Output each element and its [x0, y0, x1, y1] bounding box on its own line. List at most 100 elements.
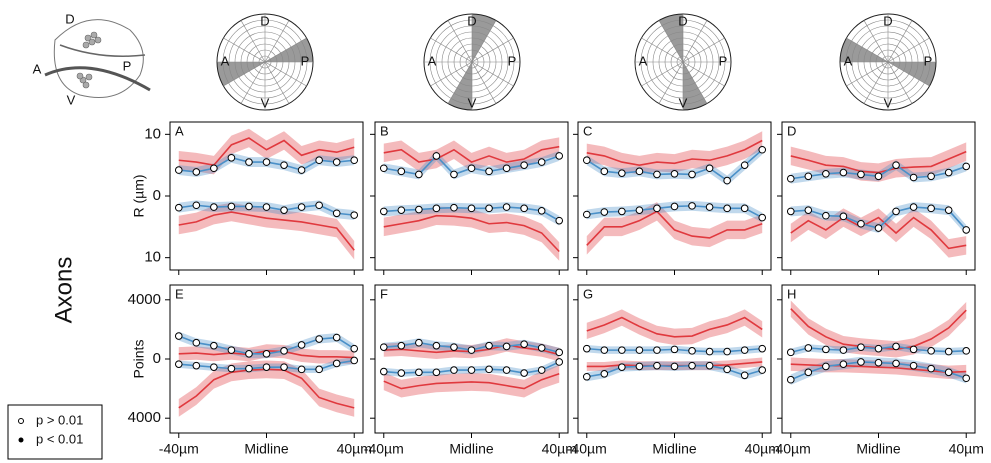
data-point	[892, 207, 900, 216]
data-point	[740, 204, 749, 213]
data-point	[192, 338, 201, 347]
error-band	[790, 202, 967, 235]
error-band	[586, 202, 763, 255]
data-point	[174, 203, 183, 212]
data-point	[297, 341, 306, 349]
shaded-sector	[683, 62, 707, 110]
data-point	[432, 368, 441, 377]
polar-label: V	[261, 95, 270, 110]
data-point	[857, 343, 865, 351]
data-point	[174, 332, 183, 340]
data-point	[379, 207, 388, 216]
data-point	[280, 206, 288, 214]
data-point	[618, 363, 626, 371]
data-point	[537, 366, 546, 374]
error-band	[790, 356, 967, 385]
data-point	[450, 203, 458, 212]
data-point	[857, 170, 865, 179]
panel-frame	[169, 284, 364, 434]
panel-label: A	[175, 123, 184, 138]
inset-label: P	[123, 58, 132, 73]
panel-frame	[781, 284, 976, 434]
data-point	[245, 364, 253, 373]
data-point	[280, 161, 288, 169]
data-point	[450, 343, 458, 351]
data-point	[210, 164, 218, 173]
data-point	[297, 365, 306, 374]
panel-label: C	[583, 123, 592, 138]
row-label: Axons	[50, 257, 77, 324]
data-point	[635, 206, 644, 214]
data-point	[653, 361, 661, 370]
data-point	[892, 342, 900, 351]
data-point	[192, 168, 201, 176]
data-point	[857, 358, 865, 366]
panel-label: D	[787, 123, 796, 138]
series-line	[178, 137, 355, 167]
data-point	[397, 167, 406, 176]
data-point	[688, 170, 696, 179]
data-point	[909, 361, 918, 370]
data-point	[582, 210, 591, 219]
error-band	[586, 200, 763, 223]
polar-label: P	[508, 53, 517, 68]
data-point	[909, 173, 918, 182]
data-point	[927, 204, 935, 213]
data-point	[600, 346, 609, 354]
data-point	[350, 156, 359, 165]
data-point	[467, 346, 476, 354]
data-point	[520, 369, 528, 377]
data-point	[758, 145, 767, 154]
data-point	[653, 204, 661, 213]
data-point	[379, 164, 388, 173]
data-point	[635, 167, 644, 176]
polar-label: D	[883, 13, 892, 28]
panel-frame	[374, 121, 569, 271]
panel-frame	[781, 121, 976, 271]
x-tick-label: Midline	[856, 441, 901, 457]
inset-cells	[76, 31, 102, 89]
data-point	[262, 203, 271, 211]
data-point	[192, 201, 201, 210]
data-point	[944, 347, 953, 356]
data-point	[332, 359, 341, 368]
data-point	[297, 166, 306, 174]
x-tick-label: -40µm	[567, 441, 607, 457]
data-point	[537, 207, 546, 215]
data-point	[262, 350, 271, 358]
data-point	[415, 368, 423, 377]
data-point	[944, 368, 953, 377]
data-point	[839, 360, 848, 368]
data-point	[485, 167, 493, 176]
data-point	[379, 367, 388, 376]
data-point	[705, 164, 714, 173]
panel-label: F	[380, 286, 388, 301]
data-point	[262, 158, 271, 166]
shaded-sector	[472, 14, 496, 62]
shaded-sector	[448, 62, 472, 110]
data-point	[350, 344, 359, 353]
data-point	[927, 172, 935, 181]
data-point	[723, 176, 731, 185]
data-point	[944, 168, 953, 177]
data-point	[555, 358, 564, 366]
data-point	[804, 368, 813, 377]
inset-tract	[44, 66, 151, 92]
y-tick-label: 0	[153, 350, 161, 367]
data-point	[653, 346, 661, 354]
data-point	[485, 365, 493, 374]
error-band	[586, 309, 763, 345]
panel-frame	[577, 284, 772, 434]
data-point	[280, 363, 288, 371]
data-point	[227, 202, 236, 211]
data-point	[415, 338, 423, 347]
data-point	[210, 203, 218, 211]
data-point	[520, 340, 528, 349]
panel-label: G	[583, 286, 593, 301]
data-point	[227, 364, 236, 373]
polar-label: D	[678, 13, 687, 28]
x-tick-label: Midline	[449, 441, 494, 457]
data-point	[909, 345, 918, 354]
panel-frame	[577, 121, 772, 271]
data-point	[350, 356, 359, 365]
